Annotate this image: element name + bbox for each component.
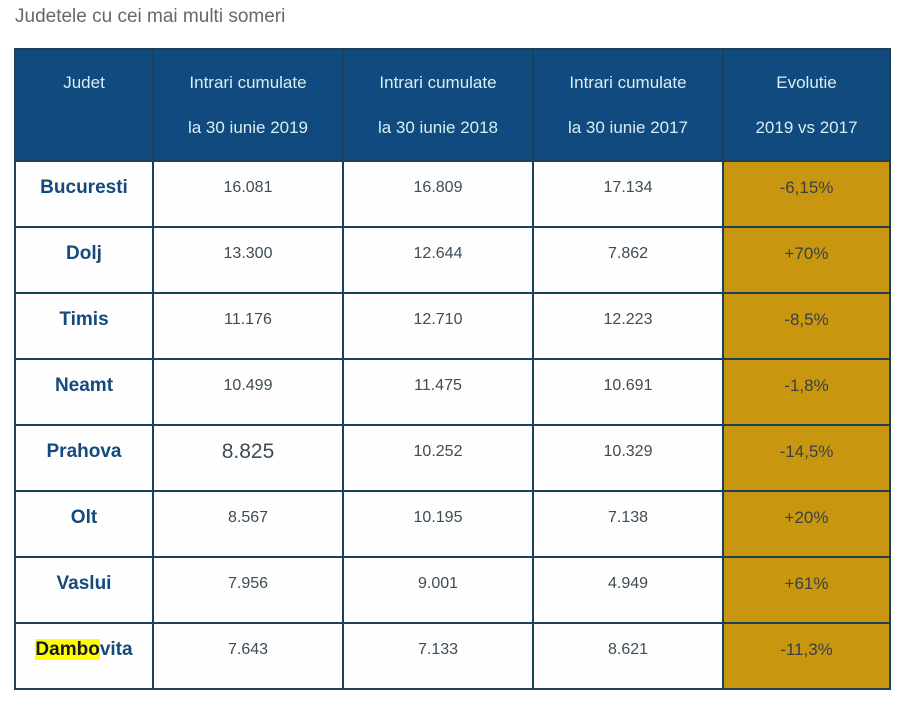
header-line2 <box>16 118 152 137</box>
value-2017-cell: 8.621 <box>532 622 724 690</box>
value-2017-cell: 17.134 <box>532 160 724 228</box>
county-name: Neamt <box>54 375 114 396</box>
value-2018-cell: 12.710 <box>342 292 534 360</box>
table-row: Neamt 10.499 11.475 10.691 -1,8% <box>14 358 891 426</box>
column-header-intrari-2017: Intrari cumulate la 30 iunie 2017 <box>532 48 724 162</box>
value-2017-cell: 10.691 <box>532 358 724 426</box>
value-2019-cell: 8.567 <box>152 490 344 558</box>
page: Judetele cu cei mai multi someri Judet I… <box>14 6 891 690</box>
county-cell: Dolj <box>14 226 154 294</box>
value-2018-cell: 7.133 <box>342 622 534 690</box>
header-line2: la 30 iunie 2017 <box>567 118 689 137</box>
table-row: Dambovita 7.643 7.133 8.621 -11,3% <box>14 622 891 690</box>
value-2017-cell: 7.138 <box>532 490 724 558</box>
column-header-judet: Judet <box>14 48 154 162</box>
value-2019-cell: 7.956 <box>152 556 344 624</box>
table-body: Bucuresti 16.081 16.809 17.134 -6,15% Do… <box>14 160 891 690</box>
evolution-cell: +20% <box>722 490 891 558</box>
header-line1: Intrari cumulate <box>569 73 687 92</box>
evolution-cell: +70% <box>722 226 891 294</box>
county-name: Timis <box>59 309 109 330</box>
value-2018-cell: 9.001 <box>342 556 534 624</box>
header-line1: Intrari cumulate <box>189 73 307 92</box>
table-header: Judet Intrari cumulate la 30 iunie 2019 … <box>14 48 891 162</box>
table-row: Vaslui 7.956 9.001 4.949 +61% <box>14 556 891 624</box>
county-cell: Vaslui <box>14 556 154 624</box>
county-name: Dolj <box>66 243 102 264</box>
value-2019-cell: 8.825 <box>152 424 344 492</box>
county-cell: Dambovita <box>14 622 154 690</box>
value-2019-cell: 13.300 <box>152 226 344 294</box>
header-line1: Intrari cumulate <box>379 73 497 92</box>
value-2018-cell: 12.644 <box>342 226 534 294</box>
county-name: Vaslui <box>56 573 112 594</box>
value-2017-cell: 10.329 <box>532 424 724 492</box>
county-cell: Olt <box>14 490 154 558</box>
evolution-cell: -14,5% <box>722 424 891 492</box>
table-row: Timis 11.176 12.710 12.223 -8,5% <box>14 292 891 360</box>
county-name: Bucuresti <box>40 177 128 198</box>
county-cell: Neamt <box>14 358 154 426</box>
value-2019-cell: 10.499 <box>152 358 344 426</box>
value-2018-cell: 16.809 <box>342 160 534 228</box>
table-row: Dolj 13.300 12.644 7.862 +70% <box>14 226 891 294</box>
header-row: Judet Intrari cumulate la 30 iunie 2019 … <box>14 48 891 162</box>
evolution-cell: -6,15% <box>722 160 891 228</box>
header-line2: 2019 vs 2017 <box>755 118 858 137</box>
value-2018-cell: 11.475 <box>342 358 534 426</box>
header-line2: la 30 iunie 2018 <box>377 118 499 137</box>
page-title: Judetele cu cei mai multi someri <box>15 6 286 27</box>
evolution-cell: -8,5% <box>722 292 891 360</box>
header-line1: Evolutie <box>776 73 837 92</box>
table-row: Prahova 8.825 10.252 10.329 -14,5% <box>14 424 891 492</box>
value-2019-cell: 16.081 <box>152 160 344 228</box>
county-name: vita <box>99 639 133 660</box>
table-row: Bucuresti 16.081 16.809 17.134 -6,15% <box>14 160 891 228</box>
value-2019-cell: 11.176 <box>152 292 344 360</box>
header-line1: Judet <box>63 73 105 92</box>
evolution-cell: -1,8% <box>722 358 891 426</box>
evolution-cell: -11,3% <box>722 622 891 690</box>
value-2018-cell: 10.195 <box>342 490 534 558</box>
search-highlight: Dambo <box>35 639 100 660</box>
county-cell: Timis <box>14 292 154 360</box>
header-line2: la 30 iunie 2019 <box>187 118 309 137</box>
value-2018-cell: 10.252 <box>342 424 534 492</box>
county-cell: Bucuresti <box>14 160 154 228</box>
column-header-evolutie: Evolutie 2019 vs 2017 <box>722 48 891 162</box>
value-2017-cell: 7.862 <box>532 226 724 294</box>
table-row: Olt 8.567 10.195 7.138 +20% <box>14 490 891 558</box>
column-header-intrari-2018: Intrari cumulate la 30 iunie 2018 <box>342 48 534 162</box>
value-2017-cell: 12.223 <box>532 292 724 360</box>
value-2017-cell: 4.949 <box>532 556 724 624</box>
column-header-intrari-2019: Intrari cumulate la 30 iunie 2019 <box>152 48 344 162</box>
county-name: Prahova <box>46 441 122 462</box>
unemployment-table: Judet Intrari cumulate la 30 iunie 2019 … <box>14 48 891 690</box>
county-name: Olt <box>70 507 98 528</box>
value-2019-cell: 7.643 <box>152 622 344 690</box>
county-cell: Prahova <box>14 424 154 492</box>
evolution-cell: +61% <box>722 556 891 624</box>
